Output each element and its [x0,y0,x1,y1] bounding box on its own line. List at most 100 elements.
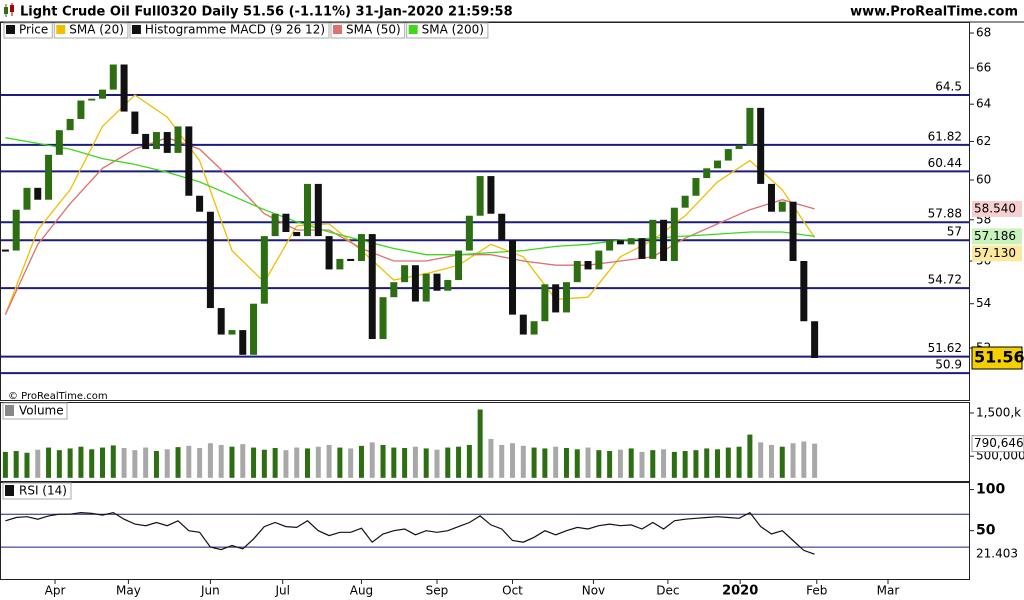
volume-bar [56,450,62,478]
panel-title: Volume [19,404,64,418]
candle [767,183,775,212]
candle [638,238,646,259]
panel-title-box [2,482,72,500]
y-tick-label: 500,000 [976,449,1024,463]
candle [282,213,290,233]
volume-bar [628,448,634,478]
volume-bar [348,448,354,478]
candle [99,89,107,99]
legend-swatch [56,25,66,34]
candle [228,330,236,335]
volume-bar [294,447,300,478]
candle [390,282,398,298]
volume-bar [337,447,343,478]
legend-box [406,22,489,39]
candle [239,330,247,355]
candle [465,215,473,251]
candle [757,107,765,184]
candle [411,265,419,302]
last-value-label: 790,646 [974,436,1024,450]
volume-bar [661,449,667,478]
candle [595,250,603,270]
candle [703,168,711,179]
x-tick-label: Mar [877,584,900,598]
volume-bar [434,449,440,478]
candle [422,273,430,302]
candle [77,100,85,119]
legend-swatch [131,25,141,34]
panel-icon [5,485,14,496]
volume-bar [283,450,289,478]
volume-bar [305,448,311,478]
legend-label: SMA (50) [346,23,401,37]
volume-bar [24,452,30,478]
candle [509,240,517,315]
candle [250,303,258,355]
x-tick-label: Oct [502,584,523,598]
candle [1,249,9,252]
candle [584,261,592,270]
legend-item: SMA (200) [406,22,489,39]
candle [498,213,506,241]
candle [304,183,312,237]
level-label: 60.44 [928,156,962,170]
volume-bar [207,443,213,478]
legend-box [330,22,406,39]
volume-bar [542,448,548,478]
candle [142,133,150,150]
volume-bar [704,448,710,478]
volume-bar [596,450,602,478]
legend-label: SMA (20) [69,23,124,37]
candle [163,132,171,153]
candle [746,107,754,146]
legend-box [3,22,53,39]
volume-bar [553,446,559,478]
app-icon [4,3,14,17]
volume-bar [499,444,505,478]
level-label: 57.88 [928,207,962,221]
volume-bar [46,447,52,478]
rsi-panel-frame [0,482,970,580]
volume-bar [251,447,257,478]
volume-bar [35,449,41,478]
level-label: 57 [947,225,962,239]
candle [271,213,279,237]
last-value-box [972,200,1022,217]
volume-bar [272,448,278,478]
candle [552,284,560,313]
rsi-line [5,511,815,555]
x-tick-label: Nov [582,584,605,598]
legend-item: Price [3,22,53,39]
x-tick-label: Dec [656,584,679,598]
x-tick-label: Sep [426,584,449,598]
volume-bar [736,446,742,478]
volume-bar [682,451,688,478]
volume-bar [510,443,516,478]
x-tick-label: Feb [806,584,827,598]
candle [455,250,463,281]
volume-bar [617,449,623,478]
candle [616,240,624,245]
volume-bar [369,442,375,478]
candle [88,98,96,101]
site-name: www.ProRealTime.com [850,5,1018,20]
candle [649,219,657,259]
candle [152,132,160,150]
candle [714,160,722,169]
candle [185,126,193,196]
candle [368,234,376,340]
candle [541,284,549,322]
volume-bar [78,446,84,478]
candle [789,201,797,262]
volume-bar [67,448,73,478]
legend-box [53,22,129,39]
volume-bar [326,444,332,478]
volume-bar [574,449,580,478]
last-value-label: 21.403 [976,547,1018,561]
volume-bar [531,447,537,478]
candle [660,219,668,262]
candle [487,176,495,214]
volume-bar [153,451,159,478]
volume-bar [13,451,19,478]
